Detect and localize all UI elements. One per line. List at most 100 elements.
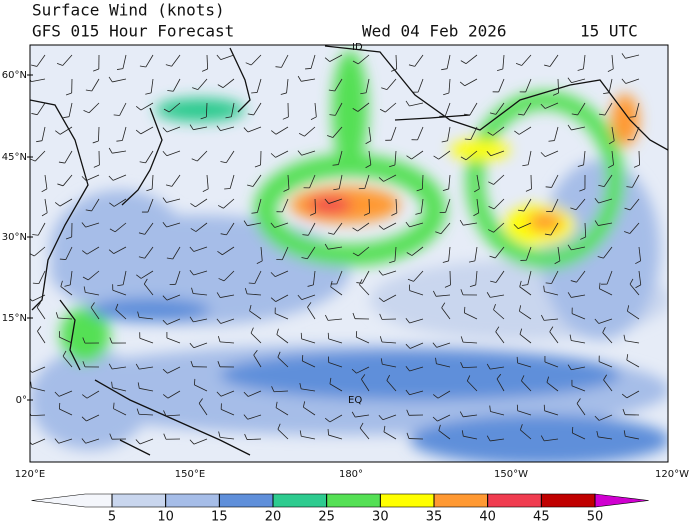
wind-barb-flag bbox=[109, 337, 113, 344]
wind-barb-flag bbox=[444, 284, 451, 288]
wind-barb bbox=[571, 246, 586, 251]
wind-barb bbox=[520, 429, 532, 440]
wind-barb-flag bbox=[117, 284, 124, 287]
wind-barb-flag bbox=[243, 127, 249, 133]
wind-barb-flag bbox=[253, 350, 258, 356]
wind-barb-flag bbox=[405, 221, 410, 228]
wind-barb bbox=[328, 246, 343, 250]
wind-barb bbox=[308, 222, 316, 236]
wind-barb bbox=[611, 150, 614, 165]
wind-barb bbox=[334, 78, 343, 92]
wind-barb bbox=[598, 198, 613, 204]
wind-ring bbox=[466, 91, 624, 269]
wind-barb-flag bbox=[60, 280, 63, 287]
wind-barb-flag bbox=[489, 405, 491, 412]
wind-barb-flag bbox=[82, 250, 88, 255]
wind-barb bbox=[140, 126, 154, 135]
wind-barb bbox=[629, 283, 640, 296]
wind-barb bbox=[386, 78, 397, 90]
wind-barb-flag bbox=[488, 206, 495, 210]
wind-barb-flag bbox=[162, 394, 169, 399]
wind-barb-flag bbox=[136, 274, 142, 279]
wind-barb bbox=[90, 307, 100, 320]
wind-barb-flag bbox=[460, 156, 467, 161]
wind-barb bbox=[611, 126, 615, 141]
wind-barb-flag bbox=[488, 229, 494, 233]
wind-barb bbox=[328, 434, 343, 440]
wind-barb bbox=[256, 78, 262, 93]
wind-barb-flag bbox=[189, 342, 195, 348]
wind-barb bbox=[86, 174, 100, 181]
wind-barb bbox=[635, 102, 640, 117]
wind-barb bbox=[220, 294, 235, 298]
wind-barb bbox=[629, 198, 640, 211]
wind-barb bbox=[463, 435, 478, 440]
wind-barb bbox=[193, 270, 208, 276]
wind-barb-flag bbox=[54, 202, 61, 207]
wind-barb-flag bbox=[299, 382, 302, 389]
wind-barb-flag bbox=[82, 337, 86, 344]
wind-barb-flag bbox=[93, 68, 99, 72]
wind-barb-flag bbox=[139, 161, 146, 164]
wind-barb bbox=[598, 361, 613, 368]
wind-barb bbox=[143, 283, 154, 296]
wind-barb bbox=[440, 222, 451, 234]
wind-barb-flag bbox=[271, 130, 277, 135]
wind-barb bbox=[632, 174, 640, 188]
wind-barb-flag bbox=[217, 335, 221, 342]
wind-barb-flag bbox=[243, 414, 248, 420]
wind-barb-flag bbox=[327, 135, 333, 138]
wind-barb bbox=[382, 363, 397, 368]
wind-barb bbox=[356, 366, 370, 374]
wind-area bbox=[410, 415, 668, 462]
wind-barb bbox=[65, 246, 73, 260]
wind-barb bbox=[394, 150, 397, 165]
lon-label: 120°E bbox=[15, 469, 45, 480]
wind-barb-flag bbox=[327, 232, 334, 235]
wind-barb bbox=[301, 338, 316, 344]
wind-barb-flag bbox=[324, 198, 330, 204]
wind-barb bbox=[394, 246, 397, 261]
wind-barb-flag bbox=[276, 328, 279, 335]
wind-barb-flag bbox=[460, 60, 467, 64]
wind-barb-flag bbox=[378, 177, 384, 182]
wind-barb-flag bbox=[277, 351, 281, 358]
wind-barb-flag bbox=[567, 292, 572, 298]
wind-barb-flag bbox=[570, 280, 577, 283]
wind-barb bbox=[611, 54, 614, 69]
wind-barb bbox=[382, 414, 397, 421]
wind-barb bbox=[338, 150, 343, 165]
title: Surface Wind (knots) bbox=[32, 1, 225, 20]
wind-barb-flag bbox=[31, 64, 38, 67]
lat-label: 60°N bbox=[2, 70, 27, 81]
wind-barb bbox=[368, 198, 370, 214]
lat-label: 30°N bbox=[2, 232, 27, 243]
wind-barb-flag bbox=[489, 112, 496, 115]
wind-barb-flag bbox=[435, 231, 442, 235]
wind-barb bbox=[166, 222, 181, 228]
wind-barb-flag bbox=[352, 60, 359, 65]
wind-barb-flag bbox=[356, 282, 363, 284]
wind-barb bbox=[144, 246, 154, 259]
wind-barb-flag bbox=[599, 282, 601, 289]
wind-barb-flag bbox=[113, 114, 120, 116]
map bbox=[30, 45, 668, 462]
wind-barb-flag bbox=[540, 314, 545, 321]
lon-label: 150°W bbox=[494, 469, 528, 480]
wind-barb bbox=[140, 270, 154, 279]
wind-barb-flag bbox=[621, 53, 626, 59]
wind-barb-flag bbox=[116, 68, 124, 70]
wind-barb bbox=[502, 54, 505, 69]
wind-barb bbox=[475, 270, 478, 285]
wind-barb-flag bbox=[464, 138, 471, 140]
wind-barb-flag bbox=[297, 294, 303, 300]
wind-barb bbox=[519, 310, 532, 320]
wind-barb bbox=[490, 366, 505, 370]
wind-barb bbox=[495, 102, 505, 115]
wind-barb-flag bbox=[626, 354, 629, 361]
wind-barb bbox=[464, 312, 478, 320]
wind-barb bbox=[409, 366, 424, 372]
wind-barb bbox=[571, 126, 586, 131]
wind-barb bbox=[383, 222, 397, 230]
wind-barb bbox=[37, 331, 46, 344]
